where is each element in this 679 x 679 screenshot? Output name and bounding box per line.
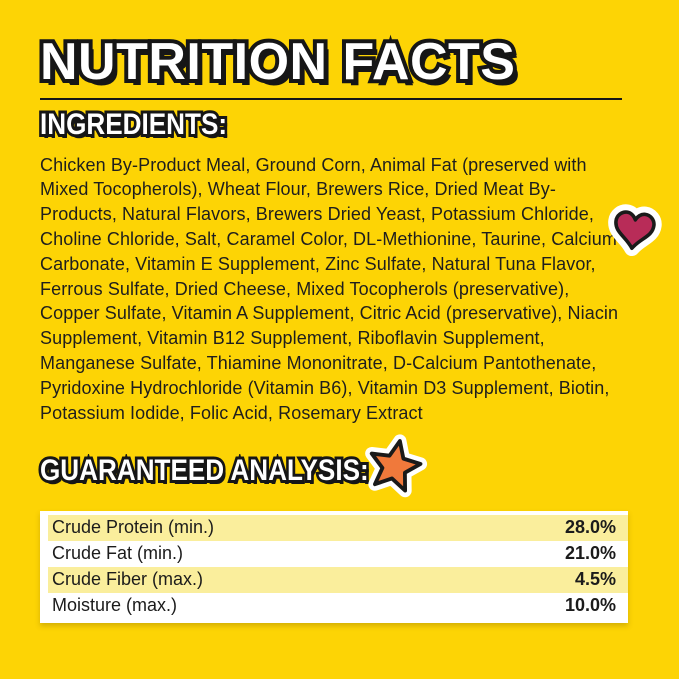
row-label: Moisture (max.) bbox=[52, 595, 178, 616]
ingredients-heading: INGREDIENTS: bbox=[40, 108, 227, 142]
guaranteed-analysis-heading-row: GUARANTEED ANALYSIS: bbox=[40, 454, 639, 495]
row-value: 28.0% bbox=[564, 517, 616, 538]
ingredients-text: Chicken By-Product Meal, Ground Corn, An… bbox=[40, 154, 619, 423]
row-value: 21.0% bbox=[564, 543, 616, 564]
row-label: Crude Fat (min.) bbox=[52, 543, 184, 564]
star-icon bbox=[354, 424, 436, 503]
heart-icon bbox=[600, 197, 669, 264]
page-title: NUTRITION FACTS bbox=[40, 34, 639, 90]
table-row: Crude Fiber (max.) 4.5% bbox=[48, 566, 628, 593]
table-row: Moisture (max.) 10.0% bbox=[48, 593, 628, 619]
row-value: 4.5% bbox=[574, 569, 616, 590]
row-value: 10.0% bbox=[564, 595, 616, 616]
guaranteed-analysis-heading: GUARANTEED ANALYSIS: bbox=[40, 454, 369, 488]
row-label: Crude Fiber (max.) bbox=[52, 569, 204, 590]
table-row: Crude Fat (min.) 21.0% bbox=[48, 541, 628, 567]
guaranteed-analysis-table: Crude Protein (min.) 28.0% Crude Fat (mi… bbox=[40, 510, 628, 623]
row-label: Crude Protein (min.) bbox=[52, 517, 215, 538]
divider-line bbox=[40, 98, 622, 101]
table-row: Crude Protein (min.) 28.0% bbox=[48, 514, 628, 541]
